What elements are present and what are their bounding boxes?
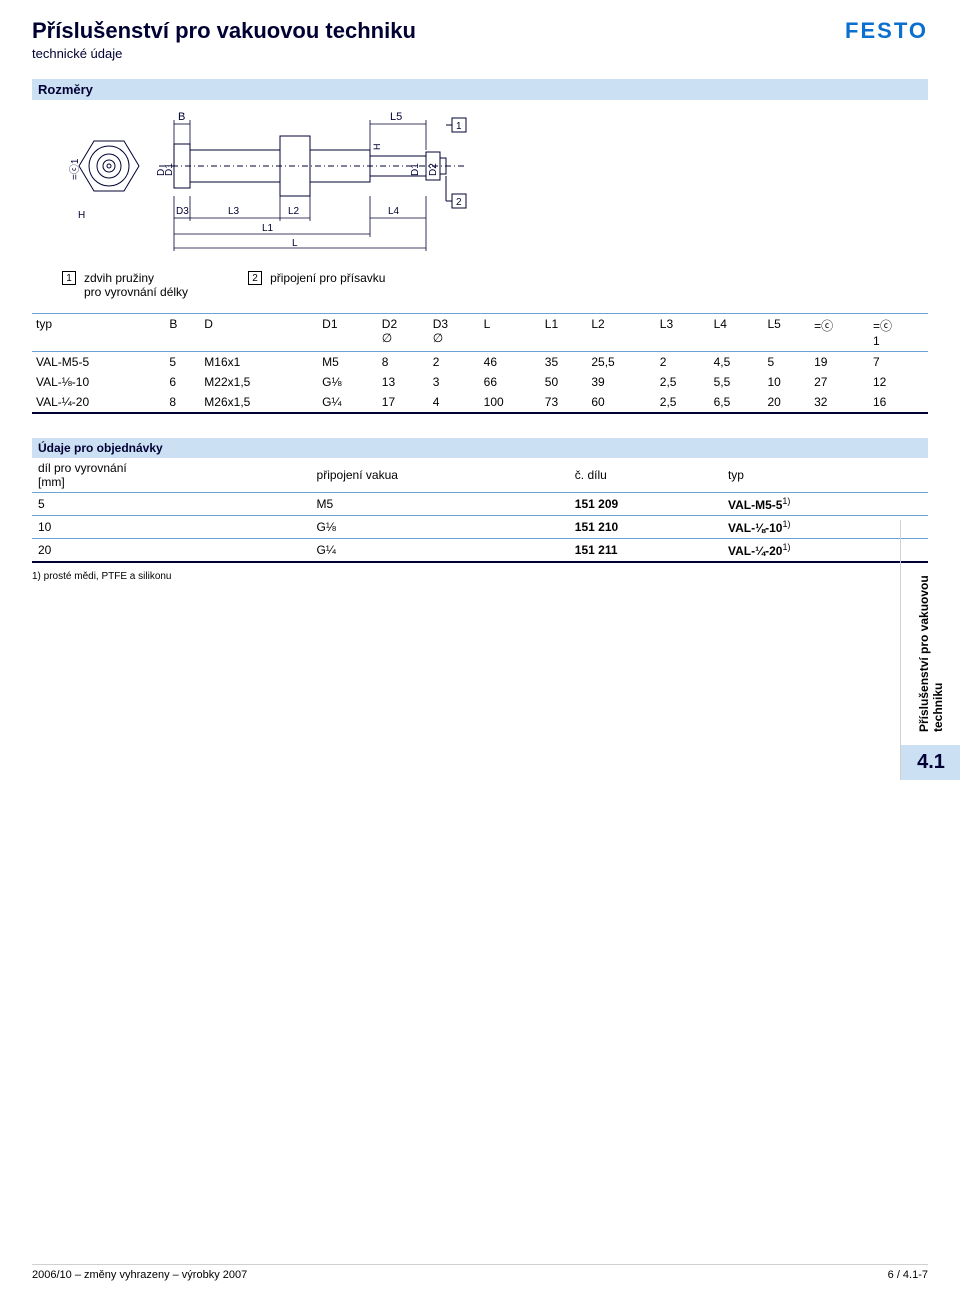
dims-col-header: L3 bbox=[656, 314, 710, 352]
table-row: 10G⅛151 210VAL-⅛-101) bbox=[32, 516, 928, 539]
dims-col-header: =ⓒ1 bbox=[869, 314, 928, 352]
svg-text:L5: L5 bbox=[390, 111, 402, 123]
legend-item-2: 2 připojení pro přísavku bbox=[248, 271, 385, 299]
table-row: VAL-M5-55M16x1M582463525,524,55197 bbox=[32, 352, 928, 373]
side-tab-number: 4.1 bbox=[901, 745, 960, 780]
dimensions-heading: Rozměry bbox=[32, 79, 928, 100]
legend-text-2a: připojení pro přísavku bbox=[270, 271, 385, 285]
table-row: 5M5151 209VAL-M5-51) bbox=[32, 493, 928, 516]
page-footer: 2006/10 – změny vyhrazeny – výrobky 2007… bbox=[32, 1264, 928, 1281]
technical-diagram: B L5 1 2 D D1 D1 D2 H bbox=[64, 106, 504, 261]
legend-text-1a: zdvih pružiny bbox=[84, 271, 188, 285]
dims-col-header: D3∅ bbox=[429, 314, 480, 352]
svg-text:2: 2 bbox=[456, 197, 462, 208]
page-title: Příslušenství pro vakuovou techniku bbox=[32, 18, 416, 44]
dims-col-header: L2 bbox=[587, 314, 655, 352]
svg-text:L4: L4 bbox=[388, 206, 400, 217]
dims-col-header: L1 bbox=[541, 314, 588, 352]
dimensions-table: typBDD1D2∅D3∅LL1L2L3L4L5=ⓒ=ⓒ1 VAL-M5-55M… bbox=[32, 313, 928, 414]
svg-text:L: L bbox=[292, 238, 298, 249]
dims-col-header: =ⓒ bbox=[810, 314, 869, 352]
order-col-header: připojení vakua bbox=[311, 458, 569, 493]
order-col-header: č. dílu bbox=[569, 458, 722, 493]
dims-col-header: L5 bbox=[763, 314, 810, 352]
page-subtitle: technické údaje bbox=[32, 46, 416, 61]
order-heading: Údaje pro objednávky bbox=[32, 438, 928, 458]
dims-col-header: D1 bbox=[318, 314, 378, 352]
svg-text:H: H bbox=[372, 144, 382, 151]
svg-text:L2: L2 bbox=[288, 206, 300, 217]
dims-col-header: typ bbox=[32, 314, 165, 352]
svg-text:L1: L1 bbox=[262, 223, 274, 234]
legend-text-1b: pro vyrovnání délky bbox=[84, 285, 188, 299]
footer-right: 6 / 4.1-7 bbox=[888, 1269, 928, 1281]
order-footnote: 1) prosté mědi, PTFE a silikonu bbox=[32, 571, 928, 582]
legend-item-1: 1 zdvih pružiny pro vyrovnání délky bbox=[62, 271, 188, 299]
dims-col-header: D bbox=[200, 314, 318, 352]
logo: FESTO bbox=[845, 18, 928, 44]
table-row: 20G¼151 211VAL-¼-201) bbox=[32, 539, 928, 563]
svg-text:D2: D2 bbox=[428, 163, 439, 176]
svg-text:D1: D1 bbox=[164, 163, 175, 176]
side-tab-text: Příslušenství pro vakuovou techniku bbox=[917, 532, 945, 732]
svg-text:H: H bbox=[78, 210, 85, 221]
order-col-header: typ bbox=[722, 458, 928, 493]
dims-col-header: B bbox=[165, 314, 200, 352]
table-row: VAL-⅛-106M22x1,5G⅛1336650392,55,5102712 bbox=[32, 372, 928, 392]
legend-num-1: 1 bbox=[62, 271, 76, 285]
order-table: díl pro vyrovnání[mm]připojení vakuač. d… bbox=[32, 458, 928, 563]
order-col-header: díl pro vyrovnání[mm] bbox=[32, 458, 311, 493]
dims-col-header: L4 bbox=[710, 314, 764, 352]
svg-text:=ⓒ1: =ⓒ1 bbox=[69, 158, 81, 180]
svg-text:D1: D1 bbox=[410, 163, 421, 176]
side-tab: Příslušenství pro vakuovou techniku 4.1 bbox=[900, 520, 960, 780]
table-row: VAL-¼-208M26x1,5G¼17410073602,56,5203216 bbox=[32, 392, 928, 413]
legend-num-2: 2 bbox=[248, 271, 262, 285]
dims-col-header: L bbox=[480, 314, 541, 352]
dims-col-header: D2∅ bbox=[378, 314, 429, 352]
svg-text:D3: D3 bbox=[176, 206, 189, 217]
svg-text:L3: L3 bbox=[228, 206, 240, 217]
svg-text:B: B bbox=[178, 111, 185, 123]
svg-text:1: 1 bbox=[456, 121, 462, 132]
footer-left: 2006/10 – změny vyhrazeny – výrobky 2007 bbox=[32, 1269, 247, 1281]
